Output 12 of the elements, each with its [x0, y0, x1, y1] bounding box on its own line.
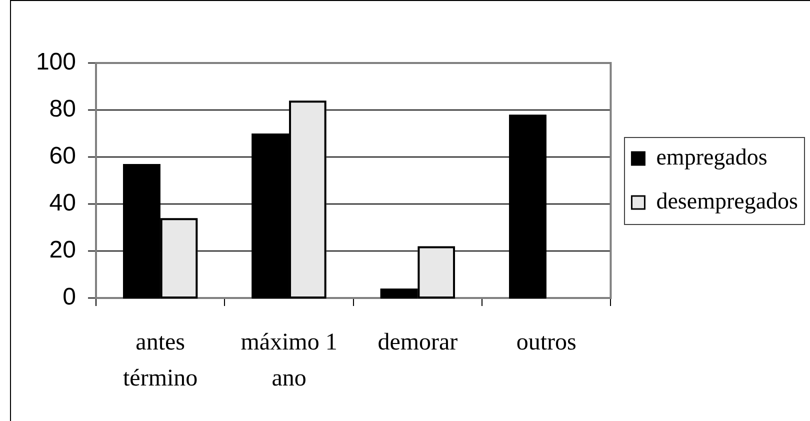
- y-tick-label: 80: [49, 96, 76, 123]
- x-tick-label: outros: [516, 329, 576, 356]
- y-tick-label: 20: [49, 236, 76, 264]
- x-tick-label: máximo 1 ano: [240, 329, 338, 392]
- legend-label: desempregados: [656, 188, 798, 214]
- y-tick-label: 0: [62, 284, 76, 311]
- y-tick-label: 60: [49, 142, 76, 170]
- x-tick-label: antes término: [123, 329, 198, 392]
- y-tick-label: 40: [49, 190, 76, 217]
- y-tick-label: 100: [36, 48, 76, 76]
- x-tick-label: demorar: [378, 329, 458, 356]
- legend-label: empregados: [656, 144, 768, 170]
